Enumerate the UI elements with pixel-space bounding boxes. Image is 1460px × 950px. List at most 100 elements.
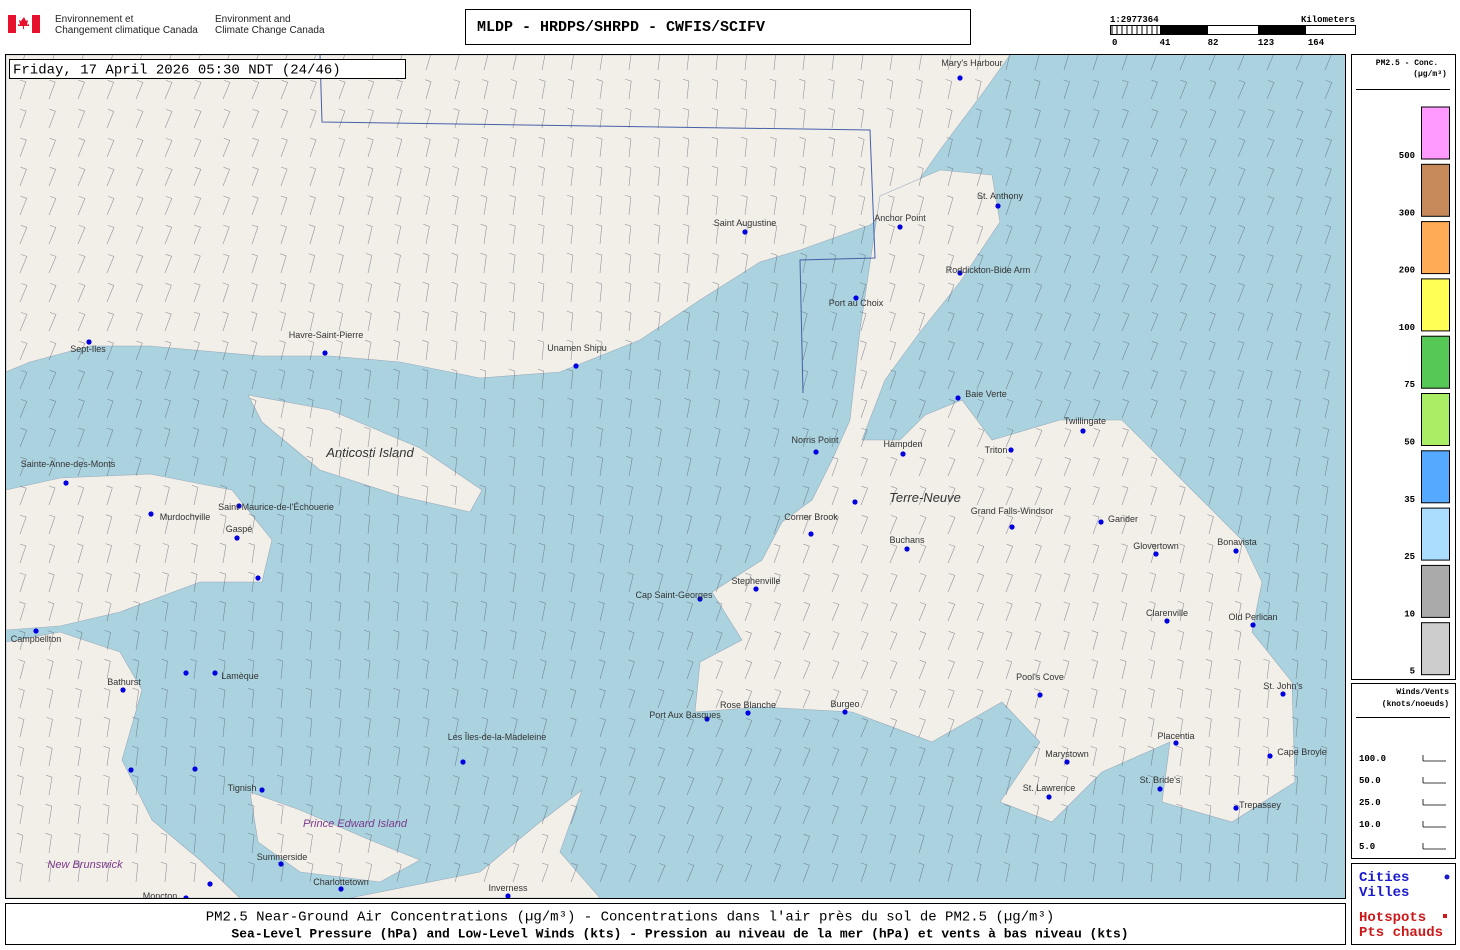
wind-barb [1233, 832, 1241, 854]
wind-field [16, 55, 1333, 883]
wind-barb [889, 457, 897, 477]
wind-barb [103, 716, 111, 738]
wind-barb [160, 803, 168, 825]
wind-barb [1034, 399, 1043, 419]
wind-barb [306, 774, 313, 796]
wind-barb [483, 833, 490, 854]
wind-barb [947, 515, 956, 535]
wind-barb [1091, 659, 1098, 680]
wind-barb [334, 658, 342, 680]
wind-barb [626, 514, 634, 535]
wind-barb [335, 484, 342, 506]
wind-barb [889, 369, 897, 390]
wind-barb [889, 804, 897, 825]
wind-barb [480, 281, 487, 303]
wind-barb [338, 108, 346, 129]
wind-barb [947, 224, 954, 245]
wind-barb [250, 340, 258, 361]
city-label: Corner Brook [784, 512, 838, 522]
wind-barb [164, 340, 172, 361]
wind-barb [1092, 108, 1100, 129]
wind-barb [1177, 601, 1185, 622]
hotspots-label: Hotspots [1359, 910, 1426, 926]
wind-barb [219, 542, 227, 564]
wind-barb [1321, 485, 1329, 506]
wind-barb [221, 427, 228, 448]
wind-barb [305, 716, 313, 738]
wind-barb [975, 833, 982, 854]
wind-barb [1266, 369, 1273, 390]
wind-barb [277, 571, 284, 593]
wind-barb [537, 252, 545, 274]
wind-barb [133, 630, 140, 651]
wind-barb [1121, 312, 1130, 332]
wind-barb [193, 224, 201, 245]
wind-barb [338, 166, 345, 187]
wind-barb [364, 745, 371, 767]
wind-barb [889, 311, 896, 332]
wind-barb [393, 629, 400, 651]
wind-barb [684, 398, 691, 419]
wind-barb [567, 484, 575, 506]
wind-barb [19, 108, 27, 129]
wind-barb [566, 223, 574, 245]
wind-barb [889, 631, 898, 651]
wind-barb [218, 716, 226, 738]
wind-barb [193, 340, 200, 361]
scale-segment [1258, 26, 1306, 34]
wind-barb [164, 138, 173, 158]
wind-barb [599, 717, 606, 738]
wind-barb [1179, 254, 1188, 274]
wind-barb [1177, 630, 1184, 651]
wind-barb [686, 747, 695, 767]
wind-barb [773, 55, 776, 71]
wind-barb [918, 833, 925, 854]
wind-barb [682, 194, 690, 216]
wind-barb [453, 862, 461, 883]
wind-barb [132, 716, 139, 738]
wind-barb [366, 195, 373, 216]
wind-barb [222, 224, 230, 245]
wind-barb [1204, 803, 1212, 825]
wind-barb [219, 600, 226, 622]
wind-barb [1208, 55, 1216, 71]
wind-barb [742, 311, 749, 332]
wind-barb [77, 254, 86, 274]
wind-barb [161, 658, 168, 680]
wind-barb [1121, 225, 1130, 245]
wind-barb [1263, 571, 1271, 593]
wind-barb [741, 165, 748, 187]
wind-barb [947, 399, 956, 419]
wind-barb [1237, 282, 1245, 303]
wind-barb [1237, 398, 1244, 419]
wind-barb [76, 572, 84, 593]
city-label: Glovertown [1133, 541, 1179, 551]
wind-barb [1178, 514, 1186, 535]
wind-barb [1121, 427, 1129, 448]
wind-barb [306, 426, 314, 448]
wind-barb [918, 631, 927, 651]
wind-barb [1090, 717, 1098, 738]
wind-barb [918, 688, 926, 709]
city-label: Anchor Point [874, 213, 926, 223]
wind-barb [566, 368, 574, 390]
region-label: Terre-Neuve [889, 490, 961, 505]
city-marker [1037, 692, 1043, 698]
wind-barb [628, 659, 635, 680]
wind-barb [1005, 601, 1013, 622]
city-label: St. Lawrence [1023, 783, 1076, 793]
wind-barb [1121, 456, 1129, 477]
wind-barb [800, 224, 807, 245]
wind-barb [1179, 167, 1188, 187]
wind-speed: 5.0 [1359, 842, 1375, 852]
city-label: Murdochville [160, 512, 211, 522]
city-marker [212, 670, 218, 676]
wind-barb [135, 109, 144, 129]
wind-barb [772, 369, 779, 390]
wind-barb [684, 369, 691, 390]
wind-barb [1205, 745, 1212, 767]
wind-barb [653, 252, 661, 274]
wind-barb [540, 688, 547, 709]
wind-barb [251, 109, 260, 129]
wind-barb [190, 687, 197, 709]
